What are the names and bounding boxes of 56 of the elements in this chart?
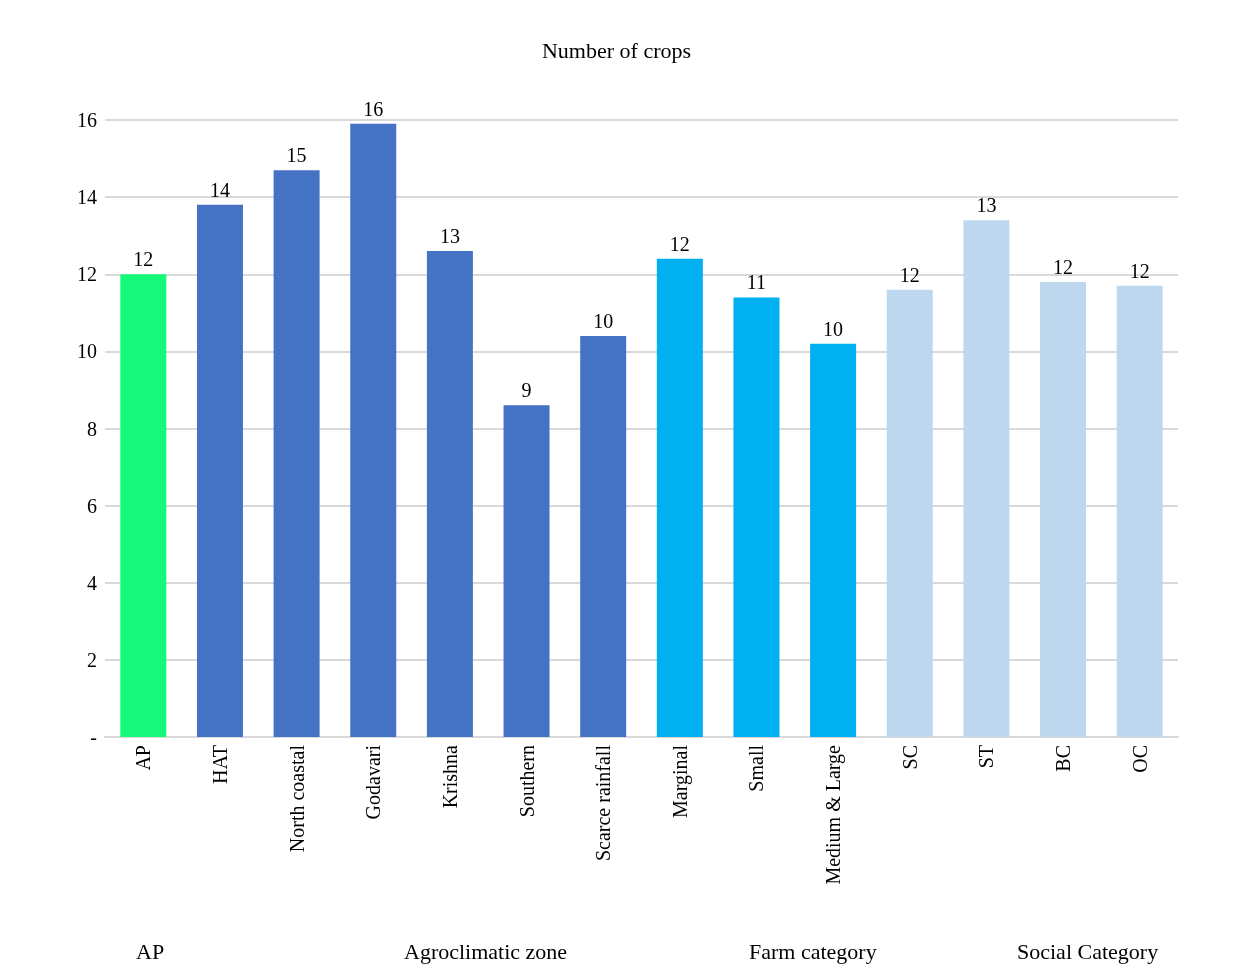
y-tick-label: 10 [77, 340, 97, 363]
bar [426, 251, 473, 737]
x-tick-label: ST [975, 745, 998, 769]
y-tick-label: 4 [87, 571, 97, 594]
y-tick-label: 8 [87, 417, 97, 440]
x-tick-label: Krishna [438, 744, 461, 809]
y-tick-label: 2 [87, 648, 97, 671]
text: Social Category [1017, 938, 1159, 964]
text: Farm category [749, 938, 877, 964]
bar [273, 170, 320, 737]
x-tick-label: SC [898, 745, 921, 770]
data-label: 10 [593, 309, 614, 332]
data-label: 10 [823, 317, 844, 340]
data-label: 13 [439, 225, 460, 248]
x-tick-label: OC [1128, 745, 1151, 773]
x-tick-label: Scarce rainfall [592, 744, 615, 862]
bar [503, 405, 550, 737]
bar [733, 297, 780, 737]
data-label: 14 [209, 178, 230, 201]
chart-title: Number of crops [541, 37, 692, 63]
bar [656, 258, 703, 737]
bar [1116, 285, 1163, 737]
text: Agroclimatic zone [404, 938, 568, 964]
data-label: 13 [976, 194, 997, 217]
x-tick-label: North coastal [285, 744, 308, 853]
data-label: 12 [1129, 259, 1150, 282]
bar [350, 123, 397, 737]
data-label: 16 [363, 97, 384, 120]
x-tick-label: BC [1052, 745, 1075, 772]
y-tick-label: 12 [77, 263, 97, 286]
data-label: 11 [746, 271, 767, 294]
data-label: 12 [899, 263, 920, 286]
bar [886, 289, 933, 737]
y-tick-label: 16 [77, 109, 97, 131]
x-tick-label: Small [745, 744, 768, 792]
y-tick-label: - [90, 726, 97, 748]
bar [580, 335, 627, 737]
data-label: 15 [286, 144, 307, 167]
bar [963, 220, 1010, 737]
data-label: 9 [521, 379, 532, 402]
bar [810, 343, 857, 737]
x-tick-label: Marginal [668, 744, 692, 818]
x-tick-label: Medium & Large [822, 744, 846, 885]
y-tick-label: 6 [87, 494, 97, 517]
text: AP [136, 938, 165, 964]
x-tick-label: HAT [208, 745, 231, 784]
bar [120, 274, 167, 737]
y-tick-label: 14 [77, 186, 97, 209]
bar [1040, 281, 1087, 737]
data-label: 12 [1053, 255, 1074, 278]
x-tick-label: Godavari [362, 744, 385, 820]
data-label: 12 [133, 248, 154, 271]
x-tick-label: Southern [515, 745, 538, 818]
data-label: 12 [669, 232, 690, 255]
bar [196, 204, 243, 737]
x-tick-label: AP [132, 745, 155, 771]
